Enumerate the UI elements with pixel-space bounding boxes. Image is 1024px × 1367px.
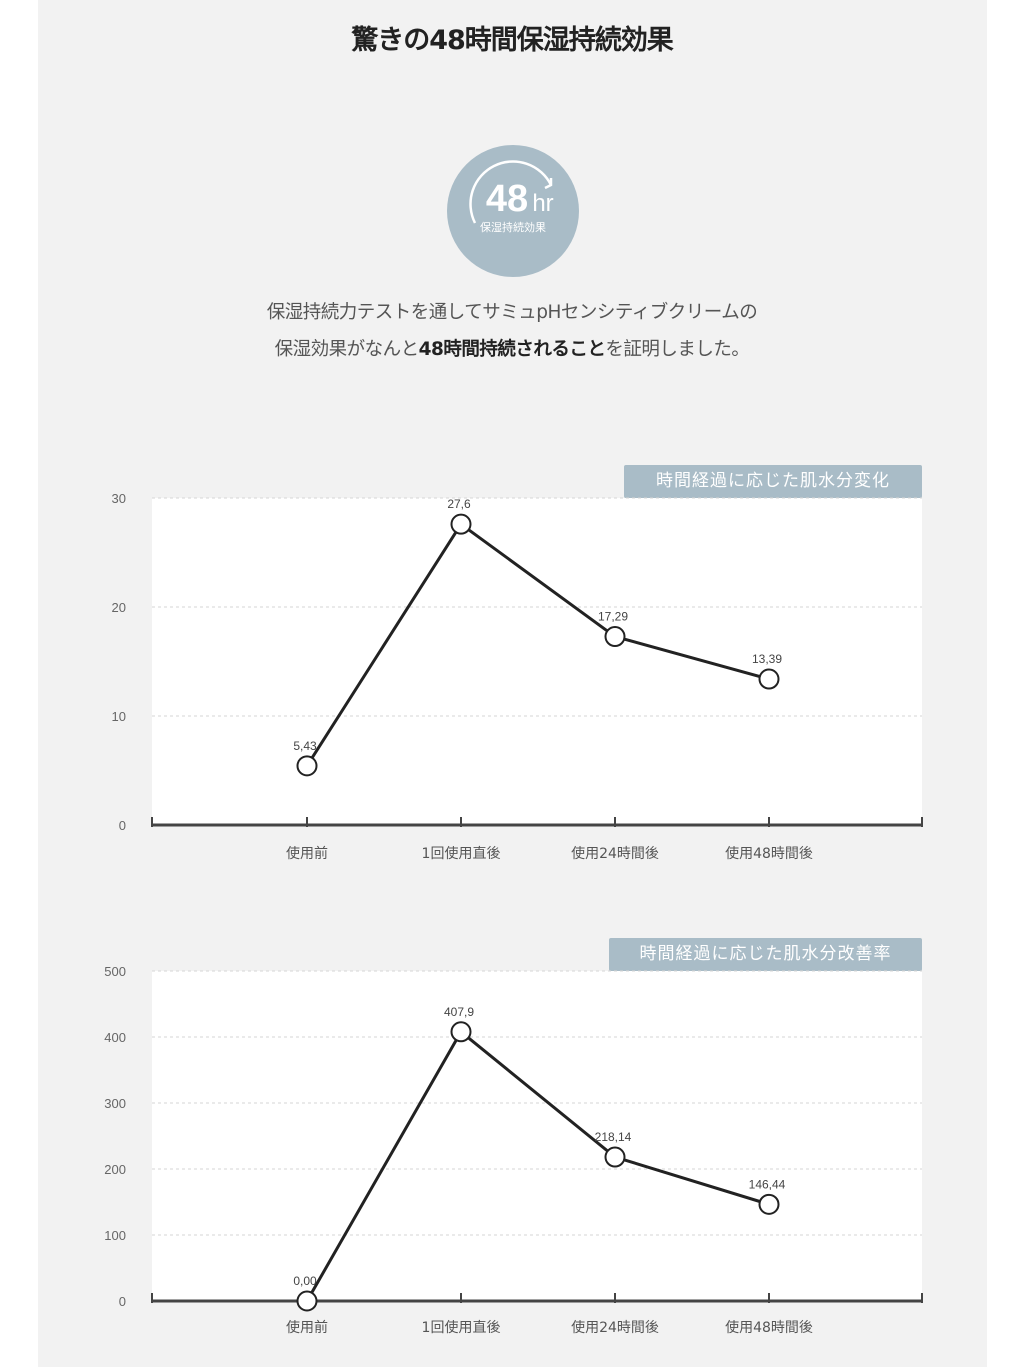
data-point <box>450 1021 472 1043</box>
chart-title-tag: 時間経過に応じた肌水分改善率 <box>609 938 922 971</box>
data-label: 218,14 <box>595 1130 632 1144</box>
data-label: 0,00 <box>293 1274 317 1288</box>
badge-unit: hr <box>532 190 553 217</box>
y-tick-label: 300 <box>104 1096 126 1111</box>
data-point <box>450 513 472 535</box>
series-line <box>305 1030 770 1302</box>
y-tick-label: 500 <box>104 964 126 979</box>
x-category-label: 使用24時間後 <box>571 845 659 862</box>
description-emphasis: 48時間持続されること <box>418 339 606 360</box>
badge-sub: 保湿持続効果 <box>480 220 546 234</box>
x-category-label: 使用前 <box>286 1319 328 1336</box>
data-label: 13,39 <box>752 652 782 666</box>
y-tick-label: 100 <box>104 1228 126 1243</box>
description-line-1: 保湿持続力テストを通してサミュpHセンシティブクリームの <box>266 302 758 323</box>
page-title: 驚きの48時間保湿持続効果 <box>351 25 674 56</box>
y-tick-label: 400 <box>104 1030 126 1045</box>
chart-svg: 0 10 20 30 使用前 1回使用直後 使用24時間後 使用48時間後 5,43 27,6 17… <box>112 491 923 862</box>
48hr-badge-icon: 48 hr 保湿持続効果 <box>447 145 579 277</box>
chart-svg: 0 100 200 300 400 500 使用前 1回使用直後 使用24時間後 使用48時間後 0… <box>104 964 923 1336</box>
data-label: 27,6 <box>447 497 471 511</box>
y-tick-label: 20 <box>112 600 126 615</box>
x-category-label: 1回使用直後 <box>422 1319 501 1336</box>
plot-area <box>152 971 922 1301</box>
data-point <box>758 668 780 690</box>
chart-title-tag: 時間経過に応じた肌水分変化 <box>624 465 922 498</box>
data-point <box>604 1146 626 1168</box>
data-point <box>296 1290 318 1312</box>
data-label: 407,9 <box>444 1005 474 1019</box>
y-tick-label: 0 <box>119 818 126 833</box>
y-tick-label: 0 <box>119 1294 126 1309</box>
x-category-label: 使用前 <box>286 845 328 862</box>
data-point <box>758 1193 780 1215</box>
series-line <box>305 522 770 767</box>
y-tick-label: 10 <box>112 709 126 724</box>
moisture-change-chart: 時間経過に応じた肌水分変化 0 10 20 30 使用前 1回使用直後 使用24時間後 使用4… <box>0 440 1024 880</box>
data-label: 5,43 <box>293 739 317 753</box>
data-label: 146,44 <box>749 1177 786 1191</box>
data-point <box>604 626 626 648</box>
data-label: 17,29 <box>598 610 628 624</box>
x-category-label: 使用48時間後 <box>725 845 813 862</box>
y-tick-label: 30 <box>112 491 126 506</box>
x-category-label: 使用48時間後 <box>725 1319 813 1336</box>
description: 保湿持続力テストを通してサミュpHセンシティブクリームの 保湿効果がなんと48時… <box>0 294 1024 368</box>
y-tick-label: 200 <box>104 1162 126 1177</box>
moisture-improvement-chart: 時間経過に応じた肌水分改善率 0 100 200 300 400 500 使用前 1回使用直後… <box>0 920 1024 1360</box>
badge-big: 48 <box>486 178 528 220</box>
x-category-label: 使用24時間後 <box>571 1319 659 1336</box>
data-point <box>296 755 318 777</box>
plot-area <box>152 498 922 825</box>
x-category-label: 1回使用直後 <box>422 845 501 862</box>
description-line-2: 保湿効果がなんと48時間持続されることを証明しました。 <box>274 339 750 360</box>
